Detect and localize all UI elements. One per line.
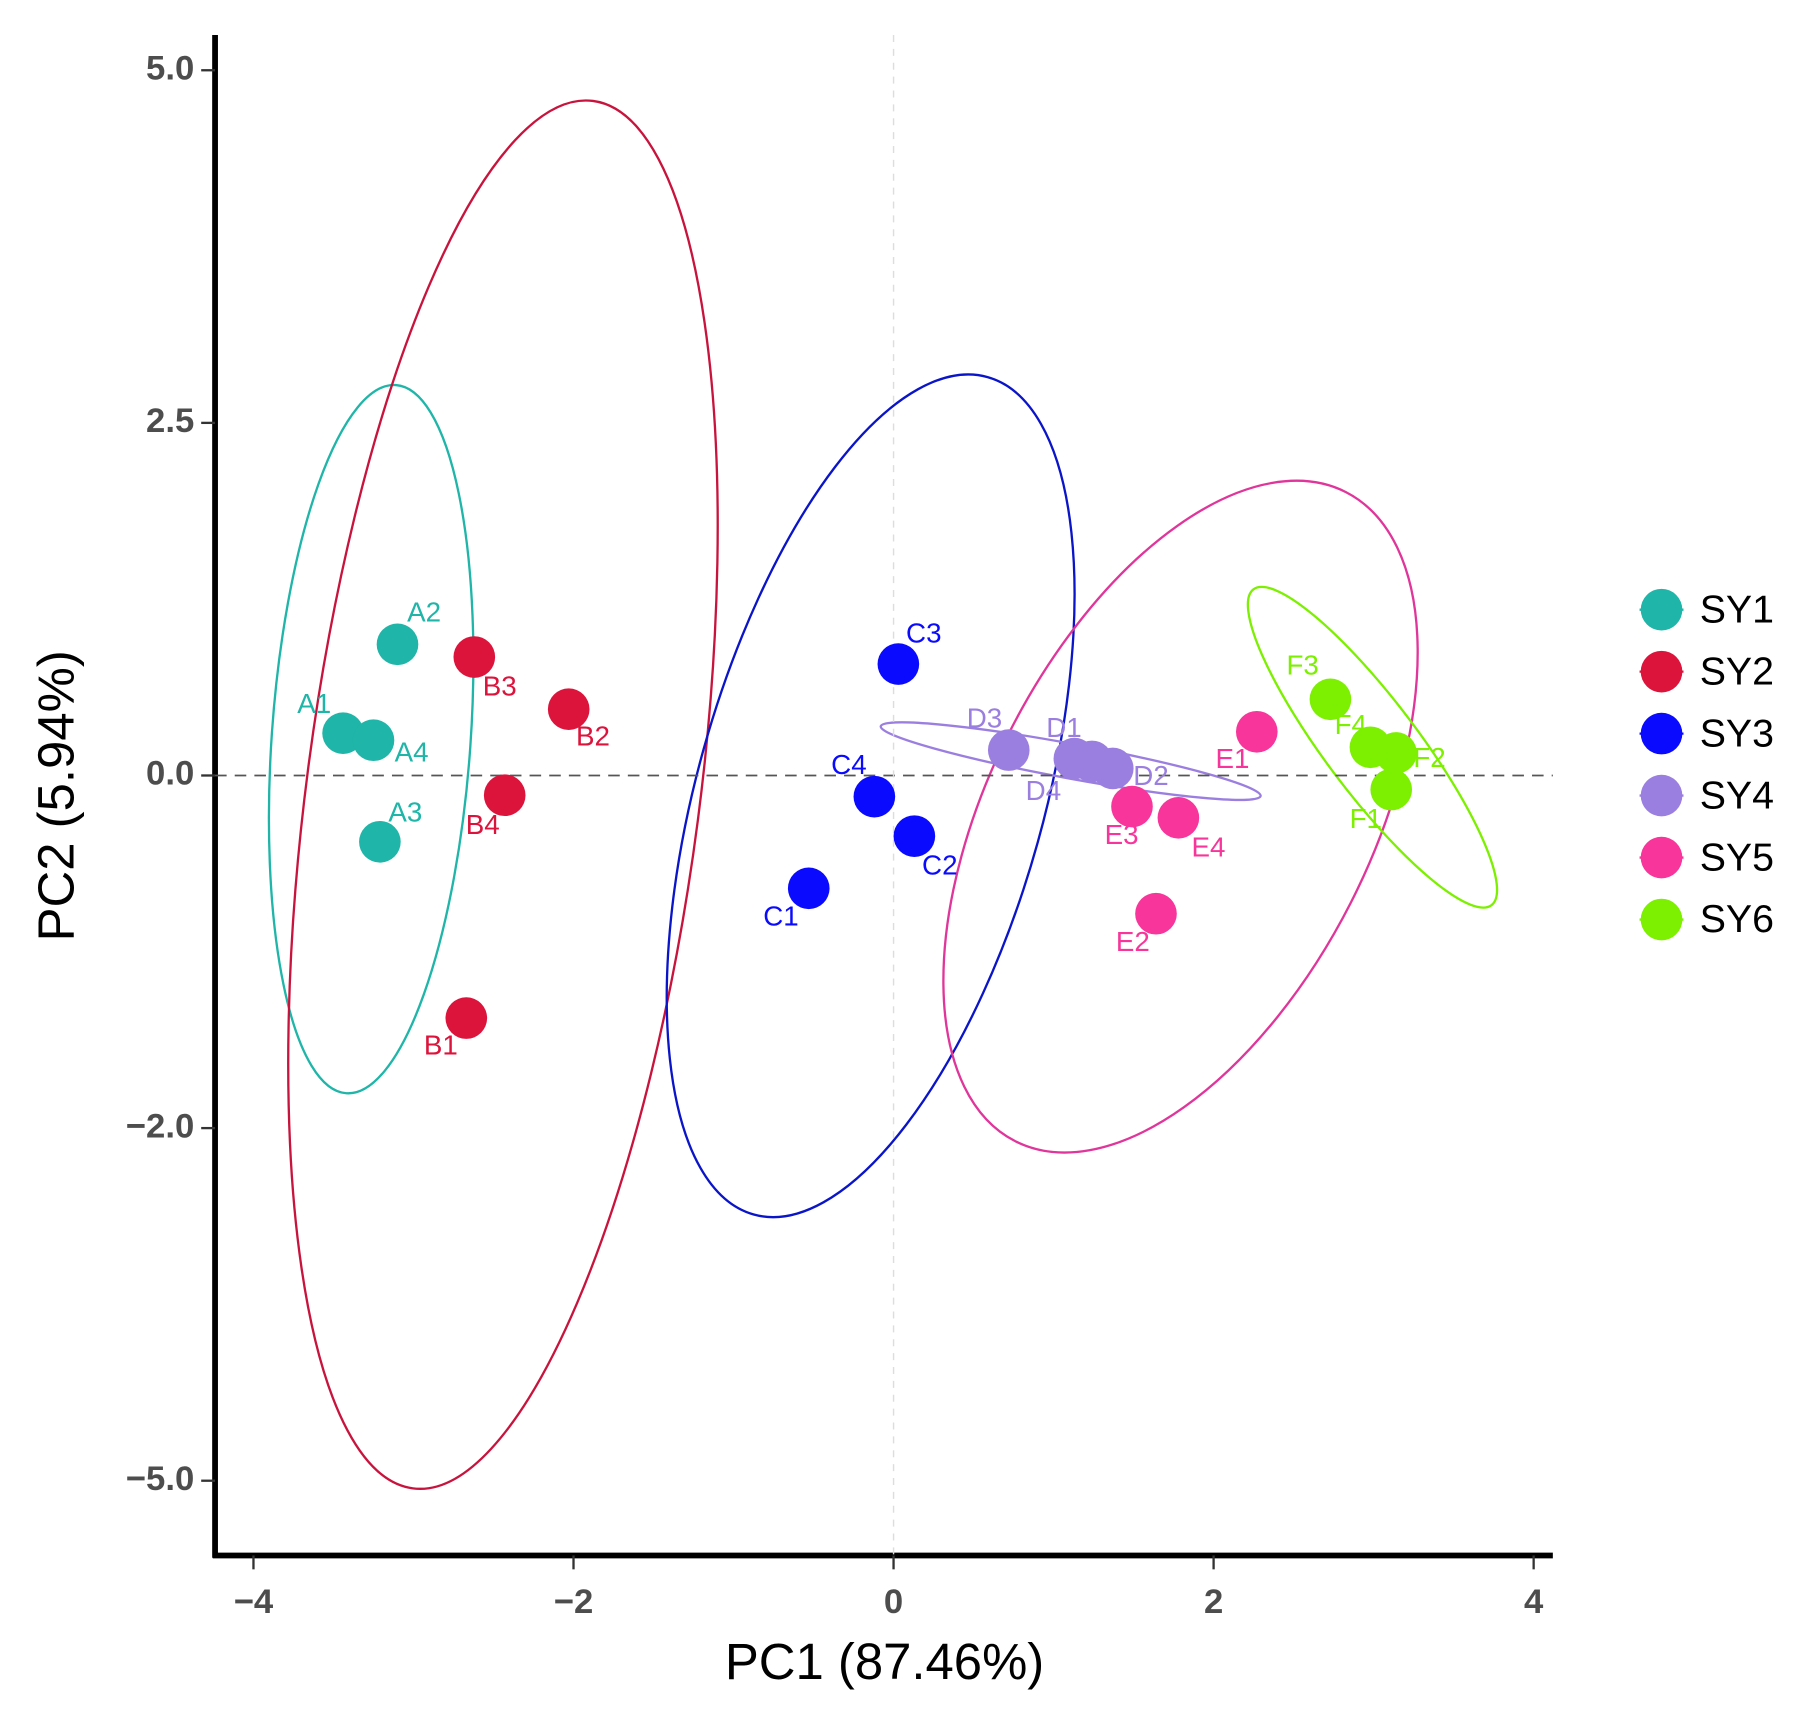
point — [1235, 710, 1278, 753]
point-label: D3 — [967, 702, 1002, 733]
ellipse — [287, 99, 719, 1490]
x-tick-label: −2 — [554, 1583, 594, 1621]
point — [453, 636, 496, 678]
point — [359, 820, 401, 863]
point — [787, 867, 830, 910]
point-label: A1 — [297, 688, 331, 719]
point-label: B3 — [483, 671, 517, 702]
legend-marker — [1640, 712, 1683, 755]
point — [1349, 726, 1392, 769]
point-label: B4 — [466, 809, 500, 840]
point — [877, 643, 920, 685]
point-label: C1 — [763, 901, 798, 932]
point — [1111, 785, 1153, 828]
point-label: E4 — [1191, 831, 1225, 862]
y-tick-label: −5.0 — [126, 1460, 194, 1498]
point — [893, 815, 936, 857]
point — [1071, 740, 1113, 783]
point-label: E3 — [1105, 819, 1139, 850]
point-label: D1 — [1046, 712, 1081, 743]
y-tick-label: 0.0 — [146, 755, 194, 793]
legend-marker — [1640, 898, 1683, 941]
ellipse — [665, 373, 1076, 1219]
point — [987, 729, 1030, 771]
point — [376, 623, 419, 666]
point — [547, 688, 590, 731]
point-label: A3 — [388, 796, 422, 827]
point — [1309, 678, 1352, 721]
legend-label: SY2 — [1700, 649, 1774, 693]
point-label: F2 — [1413, 742, 1445, 773]
x-tick-label: 0 — [884, 1583, 903, 1621]
point-label: F1 — [1350, 803, 1382, 834]
legend-marker — [1640, 588, 1683, 631]
y-tick-label: −2.0 — [126, 1107, 194, 1145]
legend-label: SY4 — [1700, 773, 1774, 817]
y-tick-label: 5.0 — [146, 49, 194, 87]
x-axis-title: PC1 (87.46%) — [725, 1633, 1044, 1690]
legend-label: SY1 — [1700, 587, 1774, 631]
x-tick-label: 4 — [1524, 1583, 1544, 1621]
y-tick-label: 2.5 — [146, 402, 194, 440]
ellipse — [267, 383, 475, 1095]
legend-label: SY5 — [1700, 835, 1774, 879]
point-label: C3 — [906, 617, 941, 648]
point-label: E2 — [1116, 926, 1150, 957]
point-label: F4 — [1335, 709, 1367, 740]
legend-label: SY3 — [1700, 711, 1774, 755]
point-label: F3 — [1286, 649, 1318, 680]
x-tick-label: 2 — [1204, 1583, 1223, 1621]
point-label: D4 — [1026, 775, 1061, 806]
legend-label: SY6 — [1700, 897, 1774, 941]
legend-marker — [1640, 836, 1683, 879]
point-label: C2 — [922, 850, 957, 881]
legend-marker — [1640, 774, 1683, 817]
point-label: E1 — [1216, 743, 1250, 774]
y-axis-title: PC2 (5.94%) — [28, 650, 85, 941]
point — [1370, 768, 1413, 811]
x-tick-label: −4 — [234, 1583, 274, 1621]
point — [1135, 892, 1177, 935]
point-label: A2 — [407, 597, 441, 628]
point-label: C4 — [831, 749, 866, 780]
legend-marker — [1640, 650, 1683, 693]
legend: SY1 SY2 SY3 SY4 SY5 SY6 — [1639, 587, 1774, 941]
point — [853, 775, 896, 818]
point-label: B2 — [576, 720, 610, 751]
point — [1157, 796, 1200, 839]
point-label: D2 — [1133, 760, 1168, 791]
point — [483, 774, 526, 817]
point-label: B1 — [424, 1029, 458, 1060]
point — [445, 997, 488, 1039]
points: A1 A2 A3 A4 B1 B2 B3 B4 C1 C2 C3 C4 D1 D2 D3 D4 E1 E2 E3 E4… — [297, 597, 1446, 1061]
point — [352, 719, 395, 762]
point-label: A4 — [395, 736, 429, 767]
